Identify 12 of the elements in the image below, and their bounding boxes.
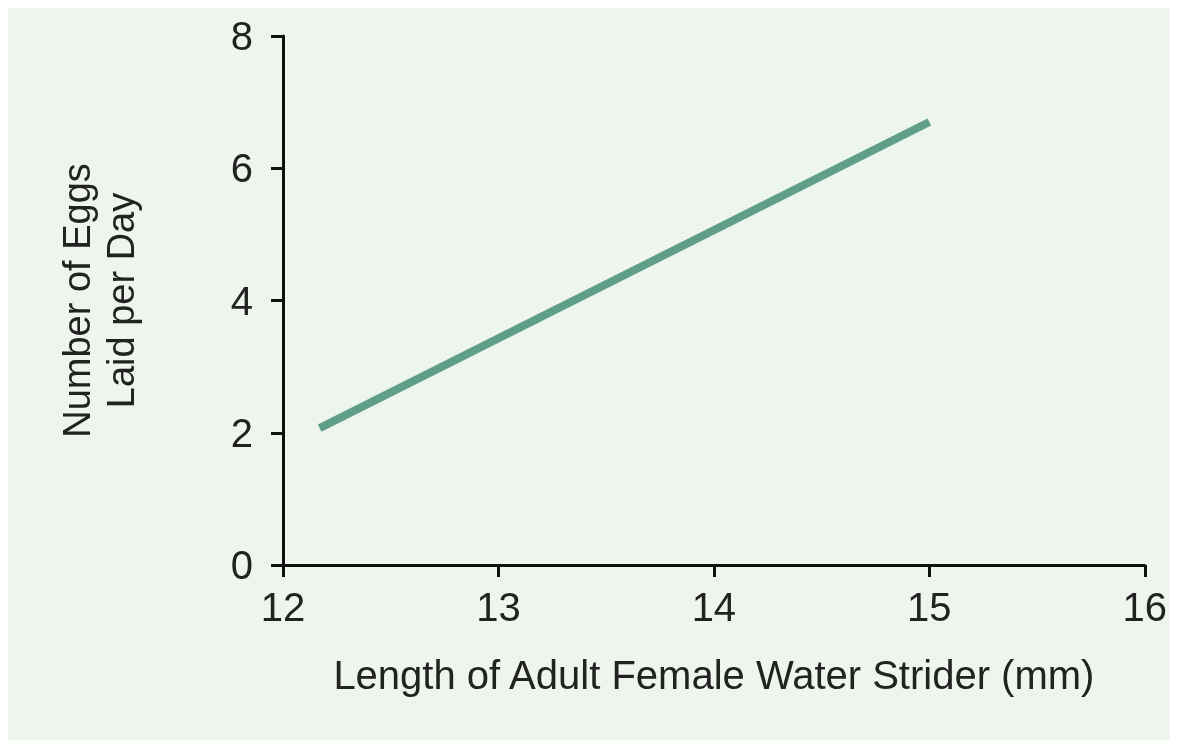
- x-tick-label: 14: [691, 585, 737, 629]
- x-tick-label: 16: [1122, 585, 1167, 629]
- y-tick-label: 0: [230, 543, 253, 587]
- x-tick-label: 13: [476, 585, 521, 629]
- y-tick-label: 6: [230, 146, 253, 191]
- y-tick-label: 8: [230, 14, 253, 58]
- x-tick-label: 12: [260, 585, 306, 629]
- x-axis-title: Length of Adult Female Water Strider (mm): [333, 653, 1095, 697]
- y-axis-title: Number of Eggs Laid per Day: [56, 163, 142, 438]
- y-tick-label: 2: [230, 410, 253, 455]
- x-tick-label: 15: [907, 585, 952, 629]
- y-tick-label: 4: [230, 278, 253, 323]
